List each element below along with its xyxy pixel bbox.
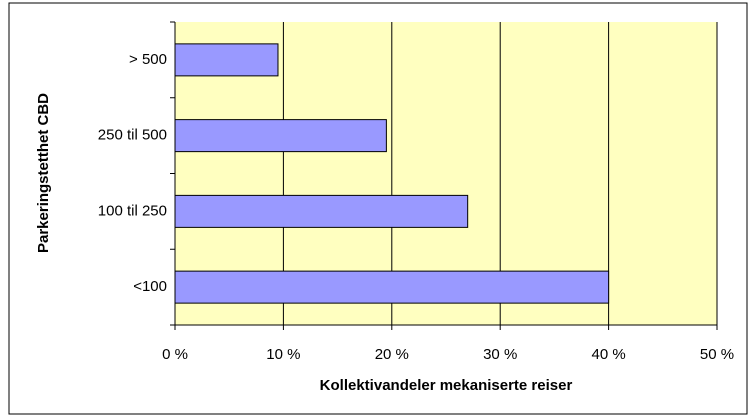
bar [174,119,387,153]
x-tick-label: 0 % [162,346,188,363]
y-tick-label: <100 [133,278,167,295]
y-tick-label: 250 til 500 [98,127,167,144]
x-tick-label: 20 % [375,346,409,363]
bar [174,194,469,228]
x-axis-title: Kollektivandeler mekaniserte reiser [320,377,573,394]
bar [174,43,279,77]
x-tick-label: 30 % [483,346,517,363]
x-tick-label: 50 % [700,346,734,363]
x-tick-label: 10 % [266,346,300,363]
y-tick-label: > 500 [129,51,167,68]
bar [174,270,610,304]
x-tick-label: 40 % [591,346,625,363]
y-tick-label: 100 til 250 [98,202,167,219]
y-axis-title: Parkeringstetthet CBD [35,93,52,253]
